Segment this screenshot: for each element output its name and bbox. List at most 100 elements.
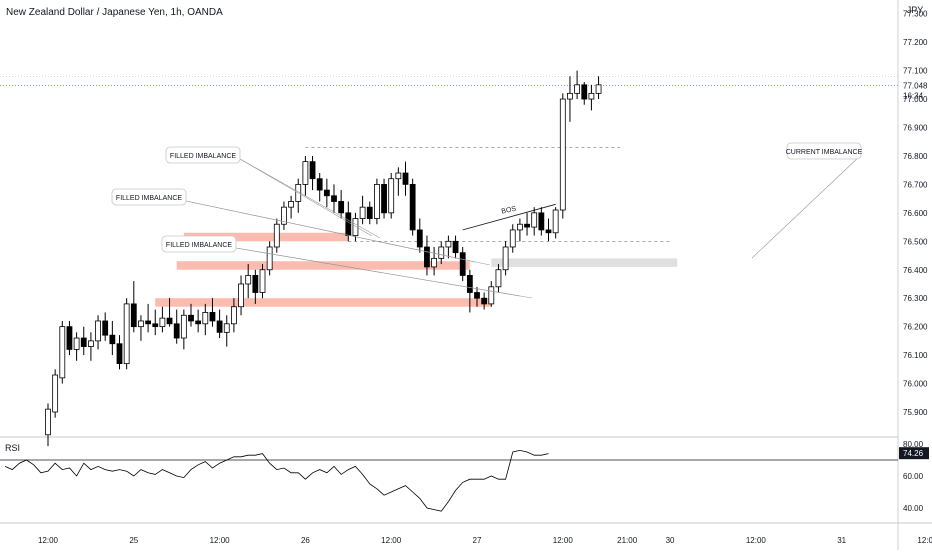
candle-body[interactable] bbox=[495, 269, 502, 288]
candle-body[interactable] bbox=[581, 84, 588, 100]
candle-body[interactable] bbox=[338, 201, 345, 214]
candle-body[interactable] bbox=[281, 206, 287, 225]
candle-body[interactable] bbox=[52, 374, 59, 413]
candle-body[interactable] bbox=[595, 84, 602, 94]
candle-body[interactable] bbox=[288, 201, 295, 208]
candle-body[interactable] bbox=[452, 240, 459, 254]
rsi-value-label: 74.26 bbox=[903, 449, 924, 458]
candle-body[interactable] bbox=[481, 297, 488, 305]
candle-body[interactable] bbox=[80, 337, 87, 347]
candle-body[interactable] bbox=[588, 92, 595, 100]
candle-body[interactable] bbox=[238, 283, 244, 308]
candle-body[interactable] bbox=[152, 323, 159, 328]
candle-body[interactable] bbox=[109, 334, 116, 345]
time-tick-label: 31 bbox=[837, 536, 846, 545]
candle-body[interactable] bbox=[188, 314, 194, 322]
candle-body[interactable] bbox=[230, 306, 237, 325]
candle-body[interactable] bbox=[424, 246, 430, 268]
candle-body[interactable] bbox=[459, 252, 466, 276]
candle-body[interactable] bbox=[302, 161, 309, 185]
candle-body[interactable] bbox=[180, 314, 187, 339]
time-tick-label: 27 bbox=[473, 536, 482, 545]
filled-imbalance-label-3-text: FILLED IMBALANCE bbox=[166, 242, 232, 249]
filled-imbalance-label-2-box[interactable] bbox=[111, 188, 187, 206]
time-tick-label: 12:00 bbox=[38, 536, 59, 545]
candle-body[interactable] bbox=[95, 320, 101, 342]
candle-body[interactable] bbox=[438, 246, 445, 259]
candle-body[interactable] bbox=[252, 275, 259, 293]
candle-body[interactable] bbox=[116, 343, 123, 365]
candle-body[interactable] bbox=[259, 269, 266, 293]
candle-body[interactable] bbox=[402, 172, 409, 185]
candle-body[interactable] bbox=[316, 178, 323, 191]
candle-body[interactable] bbox=[373, 183, 380, 219]
candle-body[interactable] bbox=[567, 92, 573, 100]
candle-body[interactable] bbox=[223, 323, 230, 333]
rsi-label: RSI bbox=[5, 443, 20, 453]
time-tick-label: 30 bbox=[666, 536, 675, 545]
price-tick-label: 75.900 bbox=[903, 408, 928, 417]
candle-body[interactable] bbox=[509, 229, 516, 248]
candle-body[interactable] bbox=[202, 312, 209, 325]
candle-body[interactable] bbox=[209, 312, 216, 322]
candle-body[interactable] bbox=[531, 212, 538, 228]
rsi-tick-label: 40.00 bbox=[903, 504, 924, 513]
candle-body[interactable] bbox=[73, 337, 80, 350]
candle-body[interactable] bbox=[502, 246, 509, 271]
candle-body[interactable] bbox=[552, 209, 559, 234]
candle-body[interactable] bbox=[359, 206, 366, 219]
candle-body[interactable] bbox=[538, 212, 545, 231]
candle-body[interactable] bbox=[559, 98, 566, 211]
candle-body[interactable] bbox=[245, 275, 252, 285]
time-tick-label: 12:00 bbox=[210, 536, 231, 545]
candle-body[interactable] bbox=[545, 229, 552, 234]
candle-body[interactable] bbox=[66, 326, 73, 350]
candle-body[interactable] bbox=[273, 223, 280, 248]
candle-body[interactable] bbox=[130, 303, 137, 328]
filled-imbalance-label-1-box[interactable] bbox=[165, 146, 241, 164]
candle-body[interactable] bbox=[59, 326, 66, 379]
candle-body[interactable] bbox=[395, 172, 402, 180]
candle-body[interactable] bbox=[409, 183, 416, 231]
candle-body[interactable] bbox=[166, 317, 173, 325]
candle-body[interactable] bbox=[145, 320, 152, 325]
candle-body[interactable] bbox=[266, 246, 273, 271]
candle-body[interactable] bbox=[345, 212, 352, 237]
candle-body[interactable] bbox=[388, 178, 395, 214]
rsi-tick-label: 80.00 bbox=[903, 440, 924, 449]
candle-body[interactable] bbox=[445, 240, 452, 248]
candle-body[interactable] bbox=[102, 320, 109, 336]
candle-body[interactable] bbox=[88, 340, 94, 347]
callout-pointer bbox=[239, 158, 381, 239]
candle-body[interactable] bbox=[517, 223, 523, 231]
time-tick-label: 12:00 bbox=[917, 536, 932, 545]
candle-body[interactable] bbox=[381, 183, 387, 214]
candle-body[interactable] bbox=[488, 286, 495, 305]
candle-body[interactable] bbox=[524, 223, 530, 228]
current-imbalance-zone bbox=[491, 258, 678, 267]
candle-body[interactable] bbox=[574, 84, 580, 94]
candle-body[interactable] bbox=[309, 161, 316, 180]
candle-body[interactable] bbox=[466, 275, 473, 293]
candle-body[interactable] bbox=[138, 320, 144, 328]
candle-body[interactable] bbox=[474, 292, 480, 299]
current-imbalance-label-text: CURRENT IMBALANCE bbox=[786, 149, 863, 156]
candle-body[interactable] bbox=[216, 320, 223, 333]
time-tick-label: 25 bbox=[129, 536, 138, 545]
candle-body[interactable] bbox=[323, 189, 330, 197]
candle-body[interactable] bbox=[352, 218, 359, 237]
candle-body[interactable] bbox=[431, 257, 438, 268]
candle-body[interactable] bbox=[173, 323, 180, 339]
candle-body[interactable] bbox=[123, 303, 130, 365]
candle-body[interactable] bbox=[416, 229, 423, 248]
candle-body[interactable] bbox=[366, 206, 373, 219]
price-tick-label: 77.300 bbox=[903, 10, 928, 19]
callout-pointer bbox=[235, 247, 533, 299]
current-imbalance-label-box[interactable] bbox=[786, 142, 862, 160]
candle-body[interactable] bbox=[331, 195, 337, 202]
candle-body[interactable] bbox=[195, 320, 202, 325]
candle-body[interactable] bbox=[45, 408, 51, 436]
candle-body[interactable] bbox=[159, 317, 166, 328]
filled-imbalance-label-3-box[interactable] bbox=[161, 235, 237, 253]
